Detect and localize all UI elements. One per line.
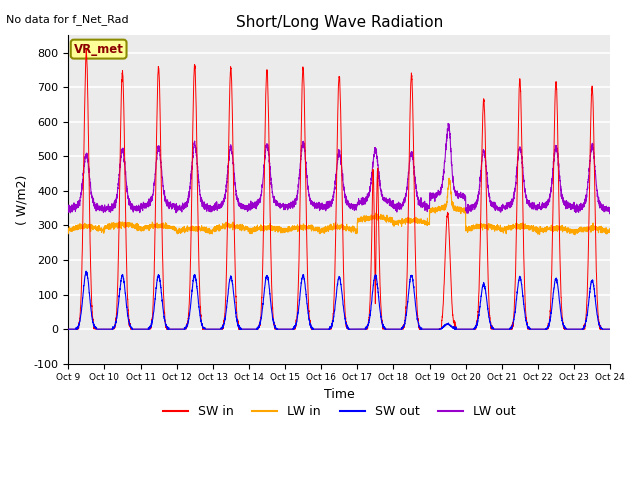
Title: Short/Long Wave Radiation: Short/Long Wave Radiation — [236, 15, 443, 30]
X-axis label: Time: Time — [324, 388, 355, 401]
Text: No data for f_Net_Rad: No data for f_Net_Rad — [6, 14, 129, 25]
Legend: SW in, LW in, SW out, LW out: SW in, LW in, SW out, LW out — [157, 400, 521, 423]
Y-axis label: ( W/m2): ( W/m2) — [15, 174, 28, 225]
Text: VR_met: VR_met — [74, 43, 124, 56]
